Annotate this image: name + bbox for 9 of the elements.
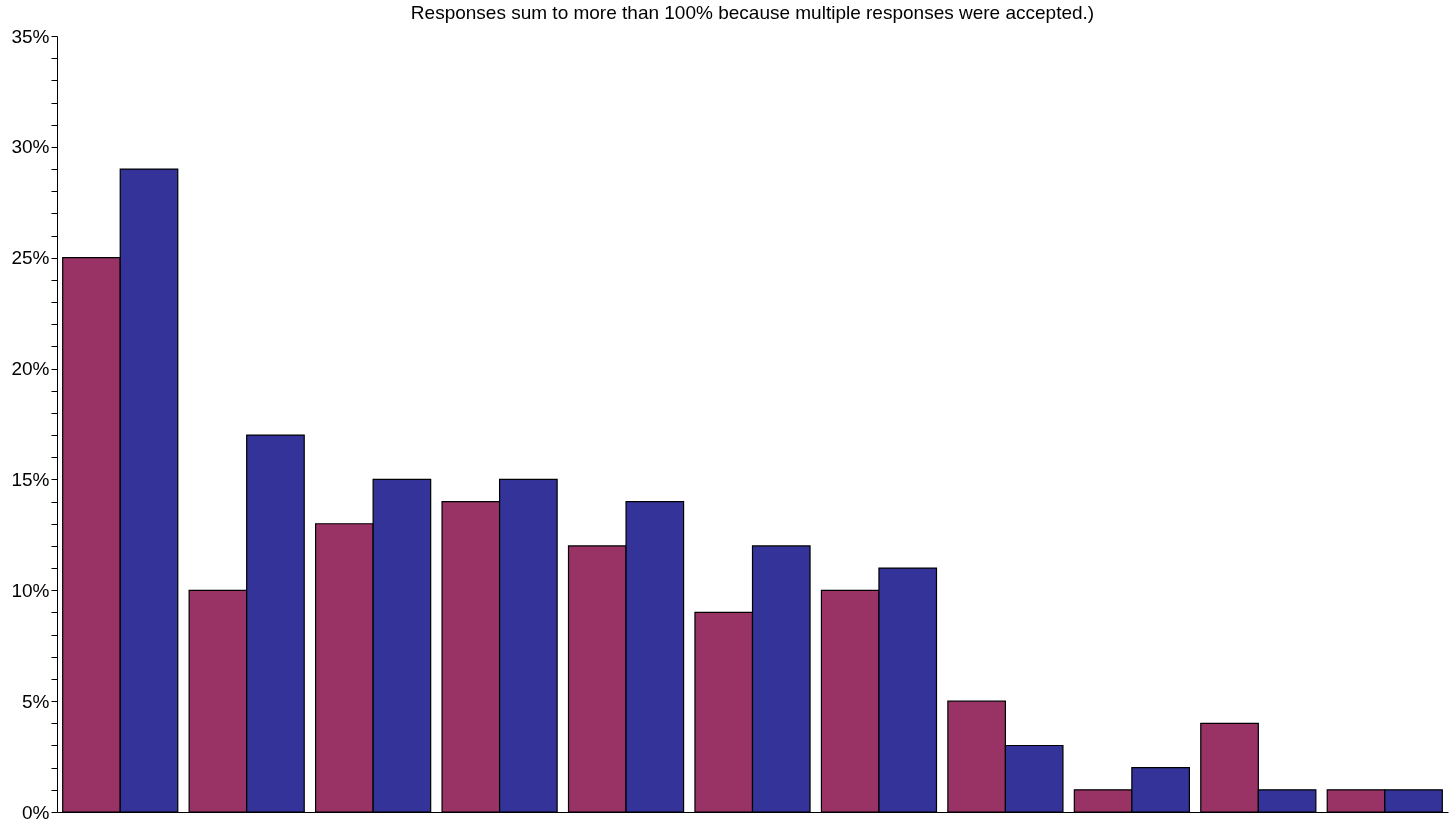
y-tick-label: 15% [11, 468, 50, 490]
y-tick-label: 25% [11, 247, 50, 269]
y-tick-label: 10% [11, 579, 50, 601]
chart-subtitle: Responses sum to more than 100% because multiple responses were accepted.) [410, 2, 1095, 23]
y-tick-label: 20% [11, 358, 50, 380]
y-tick-label: 35% [11, 25, 50, 47]
y-tick-label: 30% [11, 136, 50, 158]
y-tick-label: 5% [22, 690, 50, 712]
y-tick-label: 0% [22, 801, 50, 823]
